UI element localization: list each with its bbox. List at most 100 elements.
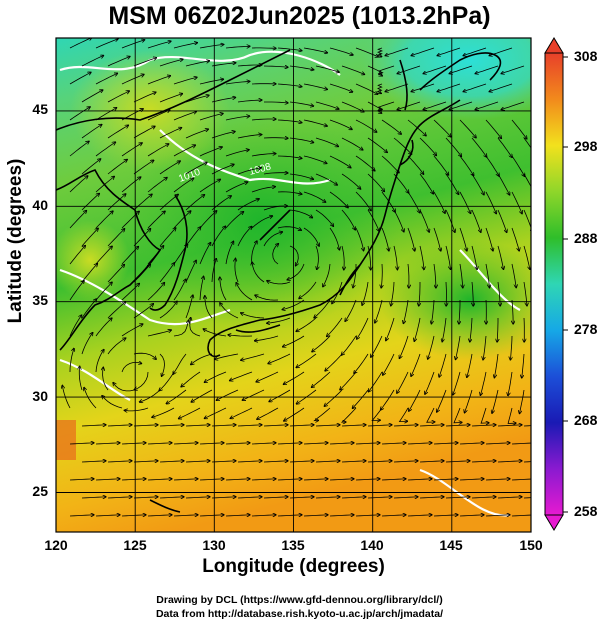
streamline-242 bbox=[267, 281, 291, 285]
streamline-357 bbox=[465, 389, 473, 413]
streamline-256 bbox=[173, 279, 186, 301]
streamline-201 bbox=[159, 228, 176, 247]
streamline-84 bbox=[381, 119, 401, 134]
streamline-26 bbox=[289, 65, 314, 70]
streamline-41 bbox=[199, 79, 224, 85]
x-axis-label: Longitude (degrees) bbox=[202, 556, 385, 577]
streamline-219 bbox=[147, 246, 164, 265]
streamline-334 bbox=[312, 371, 331, 387]
streamline-51 bbox=[437, 83, 461, 92]
streamline-450 bbox=[81, 497, 106, 498]
streamline-58 bbox=[185, 95, 209, 103]
streamline-330 bbox=[204, 371, 227, 382]
streamline-188 bbox=[277, 226, 301, 231]
streamline-319 bbox=[411, 353, 421, 376]
streamline-353 bbox=[352, 389, 369, 408]
streamline-414 bbox=[81, 461, 106, 462]
streamline-220 bbox=[173, 244, 188, 265]
streamline-269 bbox=[512, 299, 513, 324]
streamline-92 bbox=[133, 126, 155, 139]
streamline-103 bbox=[419, 137, 436, 156]
streamline-266 bbox=[431, 299, 435, 324]
streamline-90 bbox=[81, 125, 102, 139]
streamline-78 bbox=[225, 116, 250, 121]
streamline-354 bbox=[381, 389, 395, 410]
streamline-356 bbox=[437, 389, 447, 412]
streamline-33 bbox=[449, 65, 473, 74]
streamline-130 bbox=[185, 162, 207, 175]
streamline-371 bbox=[340, 407, 357, 422]
streamline-218 bbox=[121, 247, 138, 265]
colorbar-tick-288: 288 bbox=[574, 230, 598, 246]
streamline-100 bbox=[341, 137, 363, 150]
streamline-350 bbox=[269, 389, 291, 402]
streamline-375 bbox=[453, 407, 462, 423]
streamline-62 bbox=[289, 101, 314, 106]
streamline-66 bbox=[379, 101, 395, 110]
streamline-281 bbox=[357, 317, 369, 339]
streamline-50 bbox=[411, 83, 435, 92]
streamline-173 bbox=[367, 209, 379, 231]
streamline-109 bbox=[95, 142, 116, 157]
streamline-209 bbox=[367, 245, 371, 270]
streamline-192 bbox=[381, 227, 389, 251]
streamline-12 bbox=[376, 47, 384, 57]
x-tick-135: 135 bbox=[281, 537, 305, 553]
streamline-156 bbox=[381, 191, 395, 212]
streamline-194 bbox=[433, 227, 441, 251]
streamline-264 bbox=[375, 299, 383, 323]
streamline-262 bbox=[314, 299, 331, 318]
streamline-185 bbox=[199, 211, 217, 229]
streamline-453 bbox=[159, 497, 184, 498]
streamline-378 bbox=[81, 425, 106, 426]
streamline-98 bbox=[289, 137, 314, 143]
streamline-121 bbox=[407, 155, 424, 174]
streamline-226 bbox=[323, 263, 331, 287]
streamline-394 bbox=[497, 425, 522, 426]
streamline-25 bbox=[263, 66, 288, 67]
x-tick-140: 140 bbox=[360, 537, 384, 553]
streamline-186 bbox=[225, 212, 244, 229]
streamline-101 bbox=[367, 137, 387, 152]
streamline-187 bbox=[251, 216, 273, 229]
streamline-382 bbox=[185, 425, 210, 426]
streamline-468 bbox=[69, 515, 94, 516]
streamline-428 bbox=[445, 461, 470, 462]
streamline-285 bbox=[470, 317, 473, 342]
streamline-389 bbox=[367, 425, 392, 426]
streamline-196 bbox=[485, 227, 493, 251]
streamline-189 bbox=[303, 227, 319, 246]
streamline-482 bbox=[433, 515, 458, 516]
streamline-236 bbox=[133, 264, 150, 283]
streamline-116 bbox=[277, 155, 302, 158]
streamline-308 bbox=[133, 352, 156, 359]
streamline-81 bbox=[303, 119, 327, 126]
streamline-358 bbox=[492, 389, 499, 413]
streamline-336 bbox=[368, 371, 383, 392]
streamline-352 bbox=[324, 389, 343, 406]
streamline-95 bbox=[211, 132, 235, 139]
streamline-324 bbox=[69, 348, 74, 373]
streamline-274 bbox=[185, 295, 193, 319]
streamline-85 bbox=[407, 119, 426, 136]
colorbar bbox=[544, 37, 568, 531]
streamline-419 bbox=[211, 461, 236, 462]
streamline-374 bbox=[426, 407, 435, 422]
streamline-147 bbox=[147, 178, 167, 193]
streamline-0 bbox=[69, 38, 92, 49]
streamline-166 bbox=[185, 195, 205, 211]
streamline-222 bbox=[225, 241, 234, 265]
streamline-404 bbox=[277, 443, 302, 444]
streamline-347 bbox=[191, 389, 213, 402]
streamline-11 bbox=[355, 47, 378, 57]
x-tick-120: 120 bbox=[44, 537, 68, 553]
colorbar-tick-278: 278 bbox=[574, 321, 598, 337]
streamline-368 bbox=[257, 407, 279, 419]
streamline-118 bbox=[329, 155, 351, 168]
streamline-10 bbox=[329, 47, 353, 55]
streamline-37 bbox=[95, 73, 118, 85]
streamline-343 bbox=[103, 367, 109, 391]
streamline-119 bbox=[355, 155, 375, 171]
streamline-126 bbox=[81, 159, 101, 175]
streamline-5 bbox=[199, 44, 224, 49]
